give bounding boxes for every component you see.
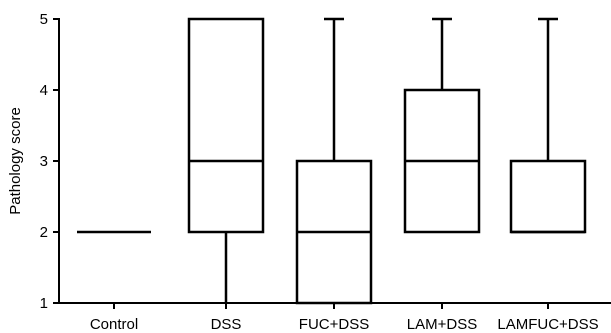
y-tick-label-2: 2 xyxy=(40,224,48,241)
x-tick-label-2: FUC+DSS xyxy=(299,316,369,333)
x-tick-label-1: DSS xyxy=(211,316,242,333)
interquartile-box xyxy=(509,159,587,234)
box-3 xyxy=(403,17,481,234)
x-tick-label-4: LAMFUC+DSS xyxy=(497,316,598,333)
y-tick-label-4: 4 xyxy=(40,82,48,99)
box-4 xyxy=(509,17,587,234)
x-tick-label-3: LAM+DSS xyxy=(407,316,477,333)
y-tick-label-5: 5 xyxy=(40,11,48,28)
x-tick-label-0: Control xyxy=(90,316,138,333)
y-tick-label-3: 3 xyxy=(40,153,48,170)
y-axis-label: Pathology score xyxy=(7,107,24,215)
y-axis: 1 2 3 4 5 xyxy=(40,11,60,312)
x-axis: Control DSS FUC+DSS LAM+DSS LAMFUC+DSS xyxy=(58,302,611,333)
y-tick-label-1: 1 xyxy=(40,295,48,312)
boxes xyxy=(77,17,587,305)
box-2 xyxy=(295,17,373,305)
interquartile-box xyxy=(187,17,265,234)
box-1 xyxy=(187,17,265,303)
